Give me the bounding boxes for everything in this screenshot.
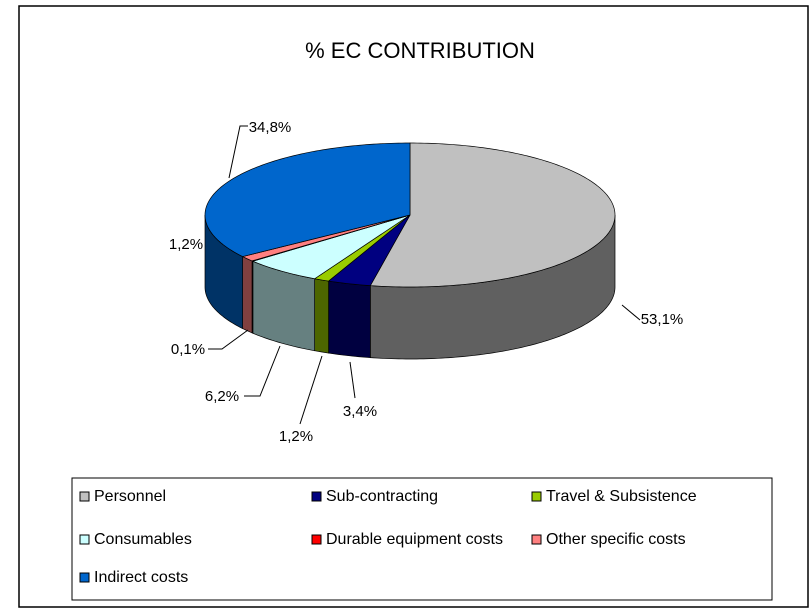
leader-line <box>349 361 356 399</box>
legend-swatch <box>79 572 90 583</box>
leader-line <box>208 329 249 350</box>
legend-label: Personnel <box>94 488 166 505</box>
legend-label: Indirect costs <box>94 569 188 586</box>
legend-swatch <box>311 491 322 502</box>
slice-side <box>314 278 329 354</box>
legend-swatch <box>79 534 90 545</box>
data-label: 34,8% <box>249 119 292 136</box>
legend-label: Travel & Subsistence <box>546 488 697 505</box>
slice <box>251 214 411 280</box>
legend-label: Other specific costs <box>546 531 686 548</box>
data-label: 1,2% <box>279 428 313 445</box>
leader-line <box>228 125 248 179</box>
chart-title: % EC CONTRIBUTION <box>305 38 535 63</box>
data-label: 53,1% <box>641 311 684 328</box>
legend-swatch <box>79 491 90 502</box>
data-label: 0,1% <box>171 341 205 358</box>
legend-swatch <box>311 534 322 545</box>
data-label: 6,2% <box>205 388 239 405</box>
legend-label: Durable equipment costs <box>326 531 503 548</box>
slice <box>369 142 616 288</box>
legend-label: Consumables <box>94 531 192 548</box>
legend-swatch <box>531 491 542 502</box>
leader-line <box>299 355 323 425</box>
leader-line <box>621 304 641 321</box>
slice-side <box>242 256 253 334</box>
legend-label: Sub-contracting <box>326 488 438 505</box>
legend-swatch <box>531 534 542 545</box>
slice <box>327 214 411 287</box>
leader-line <box>244 345 281 397</box>
slice-side <box>328 280 371 359</box>
data-label: 1,2% <box>169 236 203 253</box>
slice <box>204 142 411 257</box>
legend-box <box>71 477 773 601</box>
data-label: 3,4% <box>343 403 377 420</box>
